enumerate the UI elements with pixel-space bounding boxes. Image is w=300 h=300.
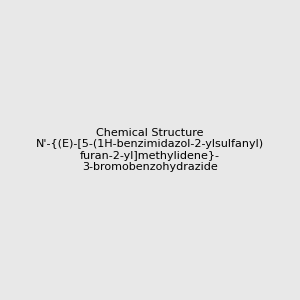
Text: Chemical Structure
N'-{(E)-[5-(1H-benzimidazol-2-ylsulfanyl)
furan-2-yl]methylid: Chemical Structure N'-{(E)-[5-(1H-benzim…: [36, 128, 264, 172]
